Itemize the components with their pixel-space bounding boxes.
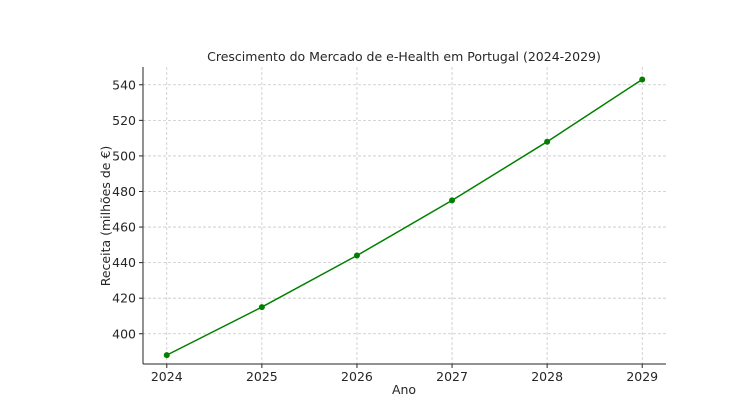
data-point	[639, 76, 646, 83]
x-axis-label: Ano	[392, 382, 416, 397]
x-tick-label: 2029	[626, 369, 658, 384]
data-point	[353, 252, 360, 259]
y-tick-label: 440	[112, 255, 136, 270]
y-tick-label: 520	[112, 113, 136, 128]
x-tick-label: 2028	[531, 369, 563, 384]
axes	[142, 67, 666, 365]
x-tick-label: 2026	[341, 369, 373, 384]
x-tick-label: 2024	[151, 369, 183, 384]
chart-title: Crescimento do Mercado de e-Health em Po…	[207, 49, 601, 64]
x-ticks: 2024 2025 2026 2027 2028 2029	[151, 364, 658, 384]
y-tick-label: 400	[112, 326, 136, 341]
data-point	[544, 138, 551, 145]
y-axis-label: Receita (milhões de €)	[98, 146, 113, 287]
data-point	[258, 304, 265, 311]
y-tick-label: 480	[112, 184, 136, 199]
y-tick-label: 420	[112, 291, 136, 306]
y-tick-label: 540	[112, 77, 136, 92]
data-point	[449, 197, 456, 204]
series	[163, 76, 646, 359]
data-point	[163, 352, 170, 359]
x-tick-label: 2027	[436, 369, 468, 384]
series-line	[166, 78, 643, 356]
y-ticks: 400 420 440 460 480 500 520 540	[112, 77, 143, 341]
y-tick-label: 500	[112, 148, 136, 163]
x-tick-label: 2025	[246, 369, 278, 384]
grid	[143, 67, 666, 364]
y-tick-label: 460	[112, 220, 136, 235]
